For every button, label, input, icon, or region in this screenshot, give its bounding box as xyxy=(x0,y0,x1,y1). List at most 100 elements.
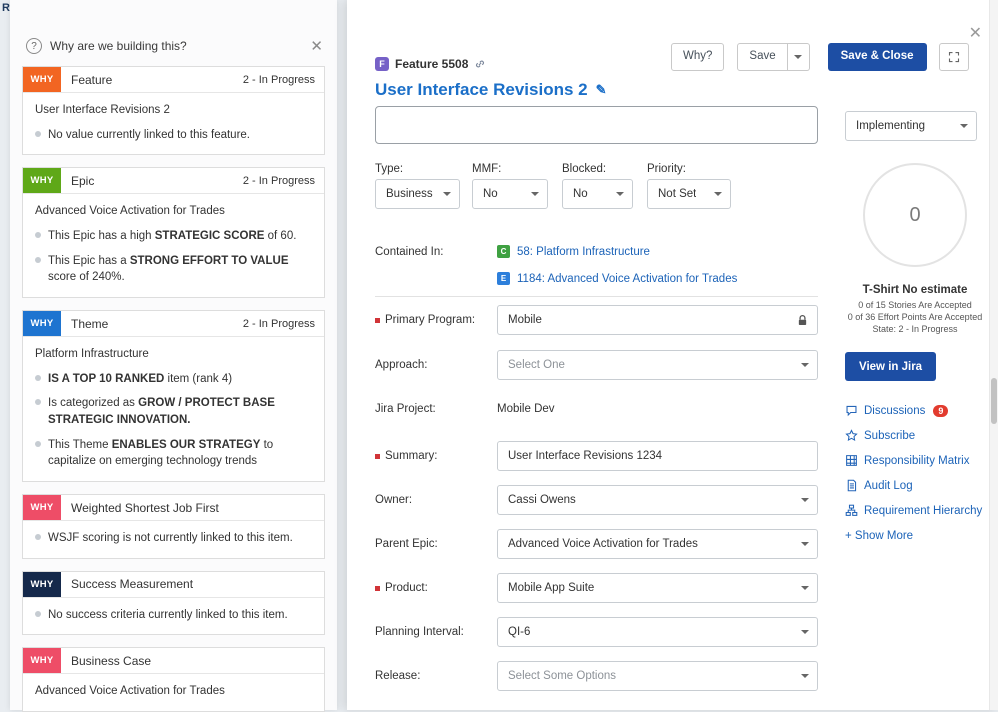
field-select-owner[interactable]: Cassi Owens xyxy=(497,485,818,515)
field-input-primary-program[interactable]: Mobile xyxy=(497,305,818,335)
scrollbar-track[interactable] xyxy=(989,0,998,710)
feature-type-icon: F xyxy=(375,57,389,71)
edit-title-icon[interactable]: ✎ xyxy=(595,82,607,97)
select-mmf[interactable]: No xyxy=(472,179,548,209)
why-item-text: User Interface Revisions 2 xyxy=(35,102,170,119)
sidebar-link-subscribe[interactable]: Subscribe xyxy=(845,423,982,448)
scrollbar-thumb[interactable] xyxy=(991,378,997,424)
form-row-planning-interval: Planning Interval: QI-6 xyxy=(347,617,818,647)
why-card-header: WHY Feature 2 - In Progress xyxy=(23,67,324,93)
bullet-icon xyxy=(35,534,41,541)
chevron-down-icon xyxy=(801,630,809,634)
why-bullet-item: Is categorized as GROW / PROTECT BASE ST… xyxy=(35,395,312,428)
why-text-line: User Interface Revisions 2 xyxy=(35,102,312,119)
text-segment: item (rank 4) xyxy=(164,372,233,385)
field-select-release[interactable]: Select Some Options xyxy=(497,661,818,691)
why-card-header: WHY Business Case xyxy=(23,648,324,675)
select-type[interactable]: Business xyxy=(375,179,460,209)
selected-value: Not Set xyxy=(658,188,697,200)
feature-detail-modal: ✕ Why? Save Save & Close F Feature 5508 … xyxy=(347,0,998,710)
contained-in-link[interactable]: 58: Platform Infrastructure xyxy=(517,245,650,258)
why-item-text: IS A TOP 10 RANKED item (rank 4) xyxy=(48,371,232,388)
contained-in-link[interactable]: 1184: Advanced Voice Activation for Trad… xyxy=(517,272,738,285)
chevron-down-icon xyxy=(801,498,809,502)
select-blocked[interactable]: No xyxy=(562,179,633,209)
chevron-down-icon xyxy=(714,192,722,196)
sidebar-link-requirement-hierarchy[interactable]: Requirement Hierarchy xyxy=(845,498,982,523)
field-select-parent-epic[interactable]: Advanced Voice Activation for Trades xyxy=(497,529,818,559)
selected-value: Cassi Owens xyxy=(508,494,576,506)
field-label: Parent Epic: xyxy=(375,529,438,559)
why-card-title: Success Measurement xyxy=(71,577,194,592)
contained-in-item: E 1184: Advanced Voice Activation for Tra… xyxy=(497,265,737,292)
save-options-button[interactable] xyxy=(787,43,810,71)
star-icon xyxy=(845,429,858,442)
why-bullet-item: WSJF scoring is not currently linked to … xyxy=(35,530,312,547)
feature-title-text: User Interface Revisions 2 xyxy=(375,80,588,99)
sidebar-link-audit-log[interactable]: Audit Log xyxy=(845,473,982,498)
description-editor[interactable] xyxy=(375,106,818,144)
contained-in-list: C 58: Platform Infrastructure E 1184: Advan… xyxy=(497,238,737,292)
why-card-status: 2 - In Progress xyxy=(242,73,315,86)
field-label: Approach: xyxy=(375,350,427,380)
field-label: Summary: xyxy=(375,441,437,471)
why-card-title: Feature xyxy=(71,72,113,87)
sidebar-link-label: Requirement Hierarchy xyxy=(864,504,983,517)
why-item-text: This Epic has a STRONG EFFORT TO VALUE s… xyxy=(48,253,312,286)
bullet-icon xyxy=(35,256,41,263)
field-select-approach[interactable]: Select One xyxy=(497,350,818,380)
field-select-planning-interval[interactable]: QI-6 xyxy=(497,617,818,647)
why-card-business-case: WHY Business Case Advanced Voice Activatio… xyxy=(22,647,325,712)
save-button[interactable]: Save xyxy=(737,43,788,71)
select-priority[interactable]: Not Set xyxy=(647,179,731,209)
why-item-text: This Theme ENABLES OUR STRATEGY to capit… xyxy=(48,437,312,470)
help-icon: ? xyxy=(26,38,42,54)
field-label-text: Product: xyxy=(385,582,428,594)
why-badge: WHY xyxy=(23,67,61,92)
sidebar-link-responsibility-matrix[interactable]: Responsibility Matrix xyxy=(845,448,982,473)
state-select[interactable]: Implementing xyxy=(845,111,977,141)
why-bullet-item: No value currently linked to this featur… xyxy=(35,127,312,144)
text-segment: STRATEGIC SCORE xyxy=(154,230,265,243)
selected-value: Advanced Voice Activation for Trades xyxy=(508,538,698,550)
why-button[interactable]: Why? xyxy=(671,43,725,71)
page-title: User Interface Revisions 2 ✎ xyxy=(375,80,607,100)
field-input-summary[interactable]: User Interface Revisions 1234 xyxy=(497,441,818,471)
expand-button[interactable] xyxy=(938,43,969,71)
field-label-text: Jira Project: xyxy=(375,403,436,415)
why-card-header: WHY Success Measurement xyxy=(23,571,324,598)
sidebar-link-discussions[interactable]: Discussions 9 xyxy=(845,398,982,423)
why-bullet-item: This Theme ENABLES OUR STRATEGY to capit… xyxy=(35,437,312,470)
required-marker xyxy=(375,585,380,591)
bullet-icon xyxy=(35,374,41,381)
why-card-header: WHY Epic 2 - In Progress xyxy=(23,168,324,195)
sidebar-link-show-more[interactable]: + Show More xyxy=(845,523,982,548)
field-label: Owner: xyxy=(375,485,412,515)
permalink-icon[interactable] xyxy=(474,58,486,70)
chevron-down-icon xyxy=(616,192,624,196)
text-segment: WSJF scoring is not currently linked to … xyxy=(48,532,293,545)
chevron-down-icon xyxy=(531,192,539,196)
why-text-line: Advanced Voice Activation for Trades xyxy=(35,683,312,700)
modal-close-icon[interactable]: ✕ xyxy=(968,25,982,42)
lock-icon xyxy=(798,314,807,325)
field-label: Release: xyxy=(375,661,420,691)
field-label: Product: xyxy=(375,573,428,603)
bullet-icon xyxy=(35,399,41,406)
why-item-text: No value currently linked to this featur… xyxy=(48,127,250,144)
why-panel-close-icon[interactable]: ✕ xyxy=(310,37,323,55)
field-label-text: Primary Program: xyxy=(385,314,476,326)
why-card-theme: WHY Theme 2 - In Progress Platform Infrastr… xyxy=(22,310,325,483)
meta-field-blocked: Blocked: No xyxy=(562,163,633,209)
why-card-body: WSJF scoring is not currently linked to … xyxy=(23,521,324,558)
grid-icon xyxy=(846,455,857,466)
text-segment: of 60. xyxy=(264,230,297,243)
save-and-close-button[interactable]: Save & Close xyxy=(827,43,927,71)
view-in-jira-button[interactable]: View in Jira xyxy=(845,352,937,381)
contained-in-label: Contained In: xyxy=(375,246,444,258)
estimate-gauge: 0 xyxy=(863,163,967,267)
selected-value: Mobile xyxy=(508,314,542,326)
bullet-icon xyxy=(35,610,41,617)
why-bullet-item: This Epic has a STRONG EFFORT TO VALUE s… xyxy=(35,253,312,286)
field-select-product[interactable]: Mobile App Suite xyxy=(497,573,818,603)
